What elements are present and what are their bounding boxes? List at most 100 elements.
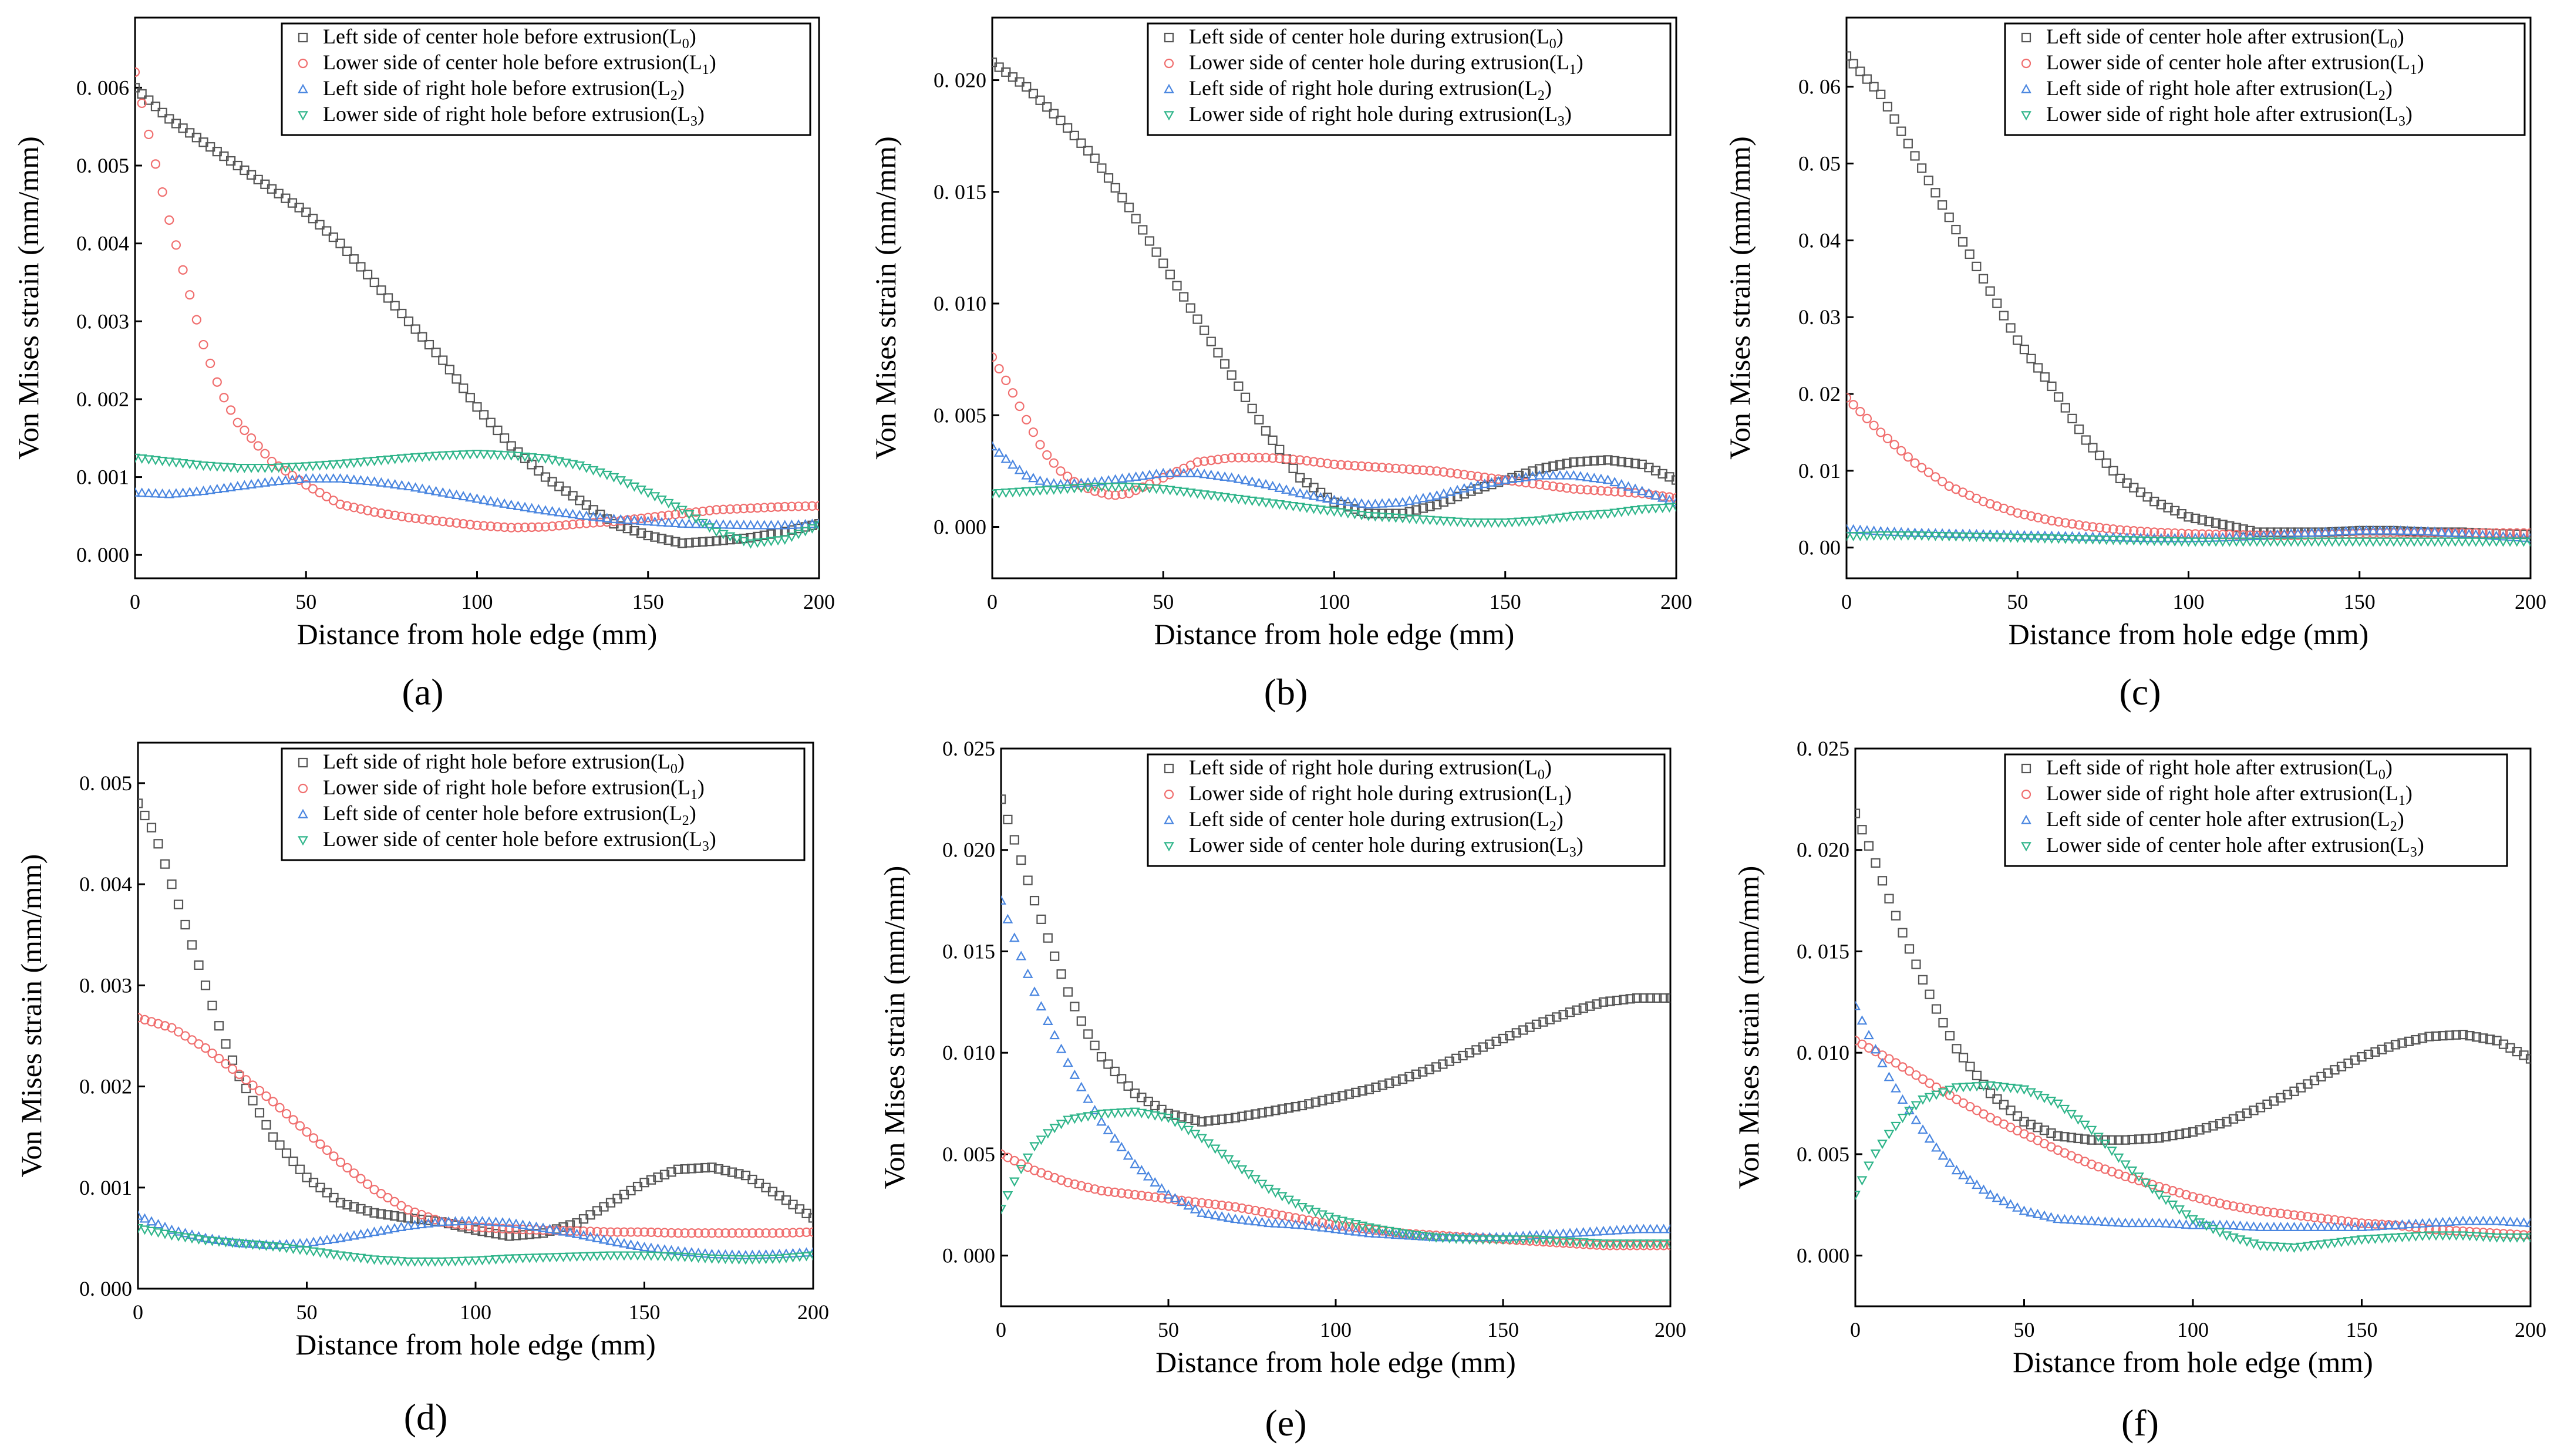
legend-label: Lower side of right hole after extrusion… [2046,102,2398,126]
data-point [2107,1216,2117,1226]
data-point [1303,1205,1315,1215]
x-axis-label: Distance from hole edge (mm) [2013,1346,2373,1379]
data-point [2087,1135,2097,1145]
data-point [683,518,695,528]
x-tick-label: 100 [1319,590,1350,614]
x-tick-label: 50 [296,1300,318,1324]
data-point [2012,1084,2023,1094]
legend-label: Left side of center hole after extrusion… [2046,807,2390,831]
data-point [308,461,318,471]
data-point [1965,1082,1976,1092]
data-point [2208,1219,2219,1229]
data-point [2221,1219,2232,1229]
data-point [2181,1219,2192,1229]
data-point [2293,537,2303,547]
data-point [143,487,154,497]
x-tick-label: 0 [987,590,998,614]
data-point [136,487,147,497]
data-point [452,518,461,528]
x-tick-label: 200 [2515,590,2546,614]
data-point [1042,1016,1053,1025]
data-point [1978,274,1989,284]
data-point [1254,497,1265,507]
data-point [544,1253,555,1263]
data-point [1473,480,1484,490]
data-point [1308,504,1319,514]
data-point [1591,1226,1602,1236]
data-point [615,476,626,486]
data-point [382,1256,393,1266]
data-point [739,504,749,514]
data-point [144,129,154,140]
data-point [1562,483,1572,493]
data-point [2505,1216,2516,1226]
data-point [2302,1222,2313,1231]
data-point [1069,1069,1080,1079]
data-point [1458,483,1470,493]
data-point [766,502,776,513]
data-point [2168,1185,2178,1196]
data-point [138,1224,143,1233]
legend-entry-L1: Lower side of right hole during extrusio… [1189,781,1572,808]
data-point [1534,470,1545,480]
data-point [506,523,516,532]
data-point [1493,518,1504,528]
panel-sublabel: (e) [1265,1402,1306,1444]
data-point [1217,1114,1227,1124]
data-point [554,507,565,517]
data-point [2381,525,2393,535]
data-point [1263,1107,1274,1117]
data-point [1520,517,1531,527]
data-point [1444,1056,1454,1066]
y-tick-label: 0. 000 [79,1277,132,1300]
data-point [1001,67,1011,77]
data-point [2518,1217,2529,1227]
data-point [1302,489,1312,499]
data-point [423,1215,433,1225]
data-point [767,1254,778,1264]
x-axis-label: Distance from hole edge (mm) [1155,1346,1516,1379]
y-axis-label: Von Mises strain (mm/mm) [869,136,902,459]
data-point [1197,1198,1207,1208]
data-point [544,1224,555,1233]
data-point [157,187,167,197]
data-point [2404,1219,2414,1229]
data-point [1234,381,1244,391]
data-point [260,463,271,473]
data-point [2525,1054,2531,1064]
data-point [2054,392,2064,402]
data-point [639,1251,650,1261]
data-point [2296,1211,2306,1221]
data-point [2135,536,2146,546]
data-point [1945,1031,1955,1041]
data-point [2458,1029,2468,1040]
data-point [2336,1222,2347,1231]
data-point [753,503,763,513]
data-point [650,512,660,522]
data-point [1336,460,1346,470]
legend-marker-L3 [2021,111,2031,121]
data-point [349,1202,359,1212]
data-point [207,1048,217,1059]
legend-close-paren: ) [2417,50,2424,74]
data-point [2100,1216,2111,1226]
data-point [1612,995,1622,1006]
data-point [1261,426,1271,436]
data-point [463,1256,474,1266]
data-point [322,1188,332,1198]
legend-close-paren: ) [1576,833,1583,857]
data-point [1404,496,1415,505]
legend-entry-L0: Left side of right hole before extrusion… [323,750,685,777]
data-point [2390,1219,2401,1229]
data-point [1632,993,1642,1003]
data-point [1069,478,1080,488]
data-point [1478,1042,1488,1052]
data-point [1916,531,1928,541]
data-point [740,1249,751,1259]
data-point [2100,1140,2111,1150]
legend-close-paren: ) [2397,807,2404,831]
data-point [1632,1239,1642,1249]
data-point [315,1139,325,1149]
data-point [369,507,379,517]
data-point [511,1231,521,1241]
